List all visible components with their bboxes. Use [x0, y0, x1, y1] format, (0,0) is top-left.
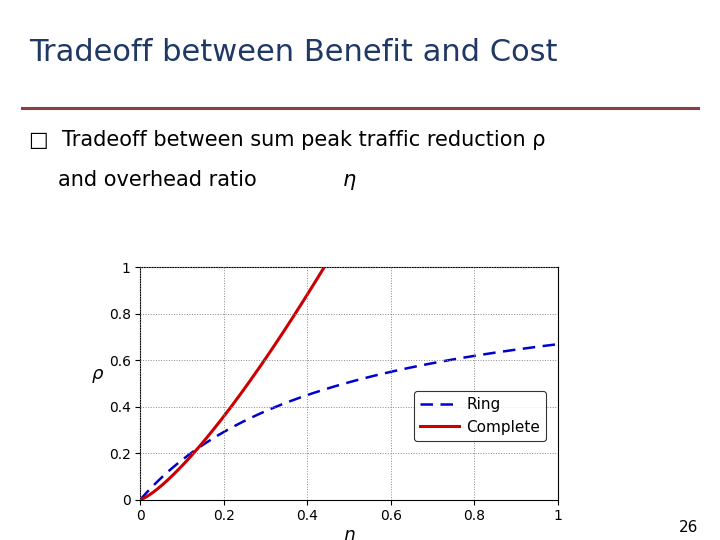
Text: Tradeoff between Benefit and Cost: Tradeoff between Benefit and Cost [29, 38, 557, 67]
Ring [305, 391, 314, 397]
Ring [423, 361, 431, 367]
Text: η: η [343, 170, 356, 190]
Text: □  Tradeoff between sum peak traffic reduction ρ: □ Tradeoff between sum peak traffic redu… [29, 130, 545, 150]
Complete [136, 496, 145, 503]
Line: Ring: Ring [140, 344, 558, 500]
Ring [320, 386, 328, 393]
Complete [201, 436, 210, 443]
Y-axis label: ρ: ρ [92, 366, 103, 383]
Ring [136, 496, 145, 503]
Text: 26: 26 [679, 519, 698, 535]
Complete [199, 438, 208, 444]
Complete [320, 265, 328, 271]
Line: Complete: Complete [140, 268, 324, 500]
Ring [469, 353, 478, 359]
Ring [554, 341, 562, 347]
Text: and overhead ratio: and overhead ratio [58, 170, 263, 190]
Ring [462, 354, 470, 360]
X-axis label: η: η [343, 526, 355, 540]
Ring [179, 456, 187, 462]
Complete [154, 485, 163, 491]
Complete [163, 477, 171, 484]
Legend: Ring, Complete: Ring, Complete [414, 391, 546, 441]
Complete [297, 301, 306, 307]
Complete [307, 286, 315, 292]
